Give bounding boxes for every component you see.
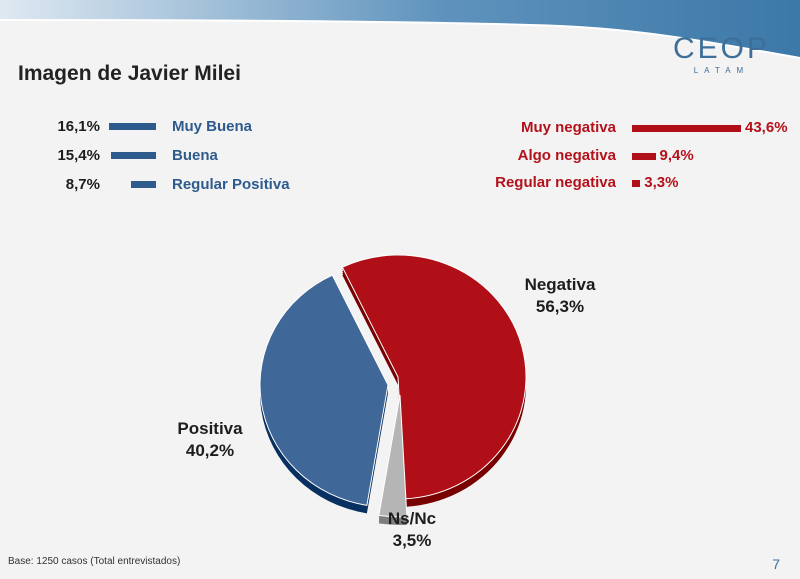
positive-row: 16,1% Muy Buena xyxy=(28,116,252,136)
pie-label-negativa: Negativa 56,3% xyxy=(495,274,625,318)
positive-label: Muy Buena xyxy=(172,117,253,135)
positive-label: Regular Positiva xyxy=(172,175,290,193)
positive-value: 16,1% xyxy=(57,117,100,135)
slice-name: Ns/Nc xyxy=(387,509,437,528)
positive-value: 8,7% xyxy=(65,175,100,193)
positive-label: Buena xyxy=(172,146,218,164)
slice-value: 56,3% xyxy=(535,297,585,316)
negative-bar xyxy=(632,125,741,132)
slice-name: Negativa xyxy=(524,275,596,294)
negative-bar xyxy=(632,180,641,187)
logo-subtext: LATAM xyxy=(693,66,750,75)
page-number: 7 xyxy=(772,556,780,572)
negative-value: 3,3% xyxy=(644,174,679,191)
negative-label: Muy negativa xyxy=(520,119,616,136)
positive-value: 15,4% xyxy=(57,146,100,164)
footnote: Base: 1250 casos (Total entrevistados) xyxy=(8,556,181,567)
negative-label: Regular negativa xyxy=(495,174,616,191)
positive-bar xyxy=(111,151,156,159)
pie-slice-nsnc xyxy=(378,394,408,518)
negative-value: 9,4% xyxy=(659,147,694,164)
positive-row: 8,7% Regular Positiva xyxy=(28,174,290,194)
pie-label-nsnc: Ns/Nc 3,5% xyxy=(362,508,462,552)
pie-slice-positiva xyxy=(259,274,389,506)
pie-label-positiva: Positiva 40,2% xyxy=(145,418,275,462)
ceop-logo: CEOP LATAM xyxy=(672,32,770,76)
slice-name: Positiva xyxy=(177,419,243,438)
slice-value: 40,2% xyxy=(185,441,235,460)
positive-bar xyxy=(109,122,156,130)
header-wave xyxy=(0,0,800,59)
negative-value: 43,6% xyxy=(745,119,788,136)
slice-value: 3,5% xyxy=(392,531,432,550)
logo-text: CEOP xyxy=(672,32,770,65)
pie-slice-negativa xyxy=(341,254,527,500)
positive-bar xyxy=(130,180,156,188)
negative-bar xyxy=(632,153,656,160)
positive-row: 15,4% Buena xyxy=(28,145,218,165)
page-title: Imagen de Javier Milei xyxy=(18,62,241,85)
negative-label: Algo negativa xyxy=(517,147,616,164)
